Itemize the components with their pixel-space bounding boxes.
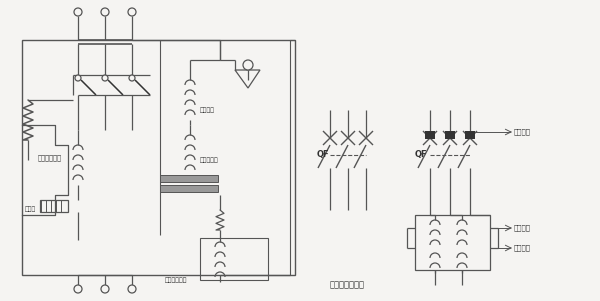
Bar — [425, 131, 435, 139]
Bar — [445, 131, 455, 139]
Bar — [160, 175, 218, 182]
Text: 过负保护: 过负保护 — [514, 225, 531, 231]
Text: 缺电压脚口器: 缺电压脚口器 — [165, 277, 187, 283]
Circle shape — [101, 285, 109, 293]
Bar — [415, 215, 490, 270]
Polygon shape — [235, 70, 260, 88]
Text: 断路器图形符号: 断路器图形符号 — [330, 281, 365, 290]
Text: QF: QF — [317, 150, 329, 160]
Circle shape — [243, 60, 253, 70]
Circle shape — [129, 75, 135, 81]
Circle shape — [101, 8, 109, 16]
Bar — [22, 40, 295, 275]
Circle shape — [74, 8, 82, 16]
Text: 欠压保护: 欠压保护 — [514, 129, 531, 135]
Text: 分劵脚口器: 分劵脚口器 — [200, 157, 219, 163]
Bar — [160, 185, 218, 192]
Bar — [465, 131, 475, 139]
Circle shape — [102, 75, 108, 81]
Text: QF: QF — [415, 150, 428, 160]
Circle shape — [74, 285, 82, 293]
Text: 过电流脚口器: 过电流脚口器 — [38, 155, 62, 161]
Circle shape — [128, 8, 136, 16]
Circle shape — [128, 285, 136, 293]
Circle shape — [75, 75, 81, 81]
Bar — [40, 200, 68, 212]
Text: 控制装置: 控制装置 — [200, 107, 215, 113]
Bar — [200, 238, 268, 280]
Text: 过负保护: 过负保护 — [514, 245, 531, 251]
Text: 脚口器: 脚口器 — [25, 206, 36, 212]
